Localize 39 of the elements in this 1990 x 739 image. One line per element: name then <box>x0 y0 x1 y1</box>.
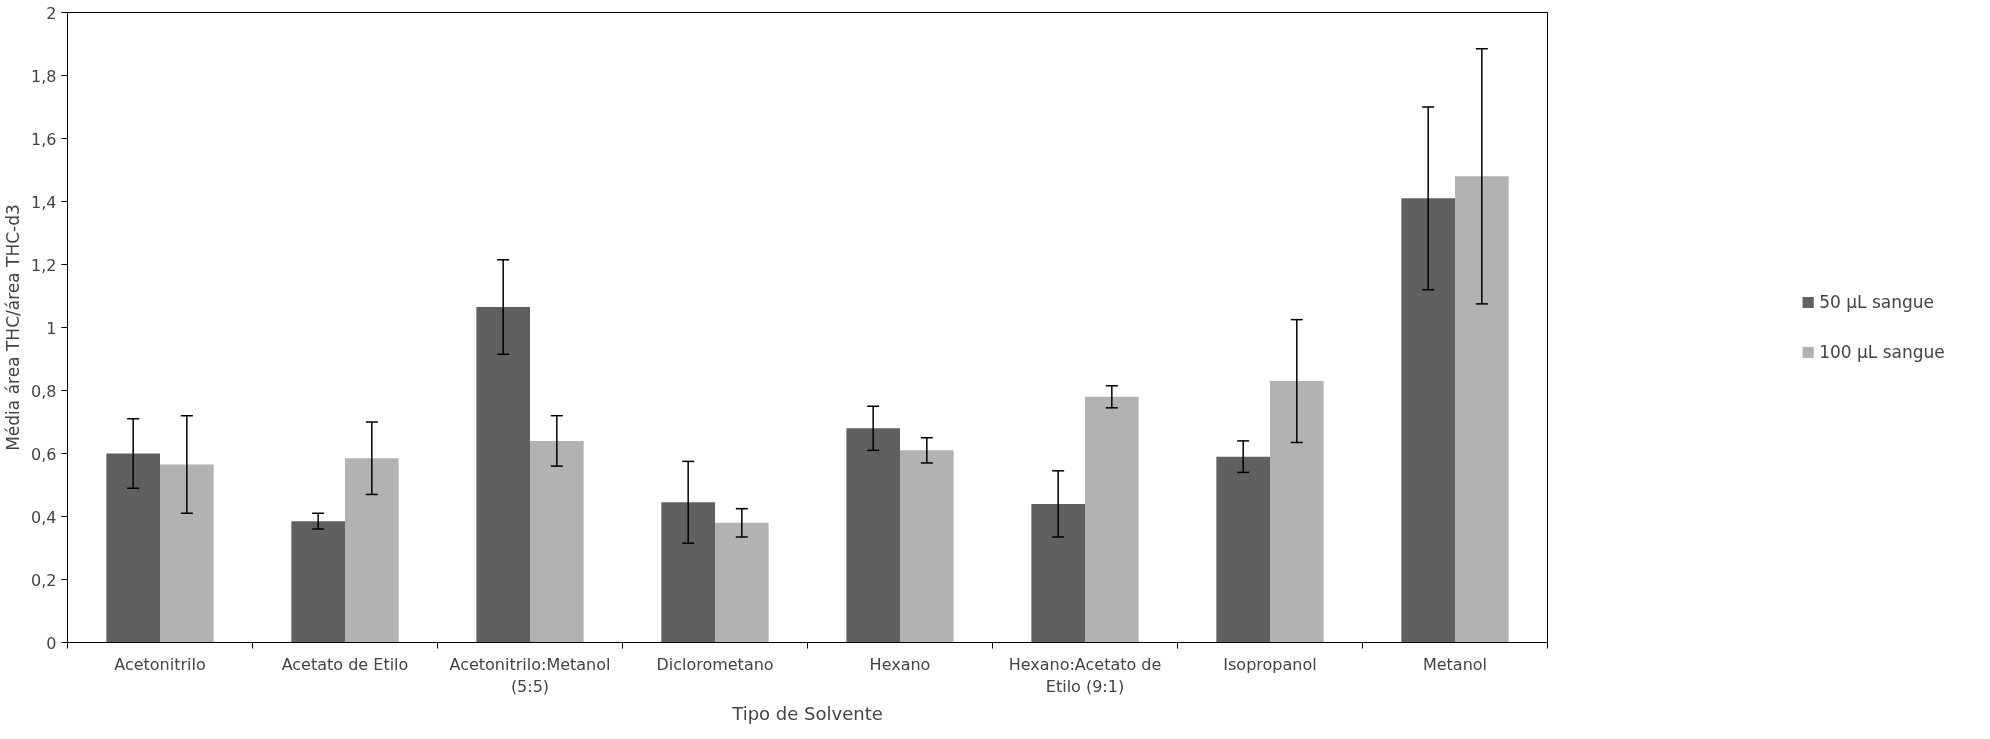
x-tick-label: Acetato de Etilo <box>281 654 409 674</box>
legend-label: 100 µL sangue <box>1819 342 1945 362</box>
bar <box>1216 456 1270 643</box>
y-tick-label: 1,8 <box>31 66 57 86</box>
bar <box>1401 198 1455 643</box>
bar <box>476 307 530 643</box>
bar <box>1031 503 1085 643</box>
legend-label: 50 µL sangue <box>1819 292 1934 312</box>
y-tick-label: 2 <box>46 3 57 23</box>
y-tick-label: 0,4 <box>31 507 57 527</box>
y-tick-label: 1,4 <box>31 192 57 212</box>
x-tick-label: Hexano <box>869 654 931 674</box>
bar <box>530 440 584 643</box>
y-tick-label: 0 <box>46 633 57 653</box>
x-tick-label: Acetonitrilo:Metanol (5:5) <box>449 654 611 697</box>
y-tick-label: 1 <box>46 318 57 338</box>
y-tick-label: 1,2 <box>31 255 57 275</box>
y-axis-title: Média área THC/área THC-d3 <box>3 204 24 451</box>
bar <box>106 453 160 643</box>
y-tick-label: 0,6 <box>31 444 57 464</box>
bar <box>715 522 769 643</box>
x-tick-label: Acetonitrilo <box>114 654 206 674</box>
bar <box>160 464 214 643</box>
bar <box>900 450 954 643</box>
x-axis-title: Tipo de Solvente <box>731 703 883 725</box>
y-tick-label: 0,2 <box>31 570 57 590</box>
x-tick-label: Hexano:Acetato de Etilo (9:1) <box>1008 654 1162 697</box>
x-tick-label: Isopropanol <box>1223 654 1317 674</box>
bar <box>291 521 345 643</box>
x-tick-label: Metanol <box>1422 654 1488 674</box>
y-tick-label: 0,8 <box>31 381 57 401</box>
bar <box>345 458 399 643</box>
bar <box>1270 381 1324 643</box>
bar <box>1085 396 1139 643</box>
bar <box>661 502 715 643</box>
x-tick-label: Diclorometano <box>656 654 774 674</box>
bar <box>1455 176 1509 643</box>
bar <box>846 428 900 643</box>
y-tick-label: 1,6 <box>31 129 57 149</box>
